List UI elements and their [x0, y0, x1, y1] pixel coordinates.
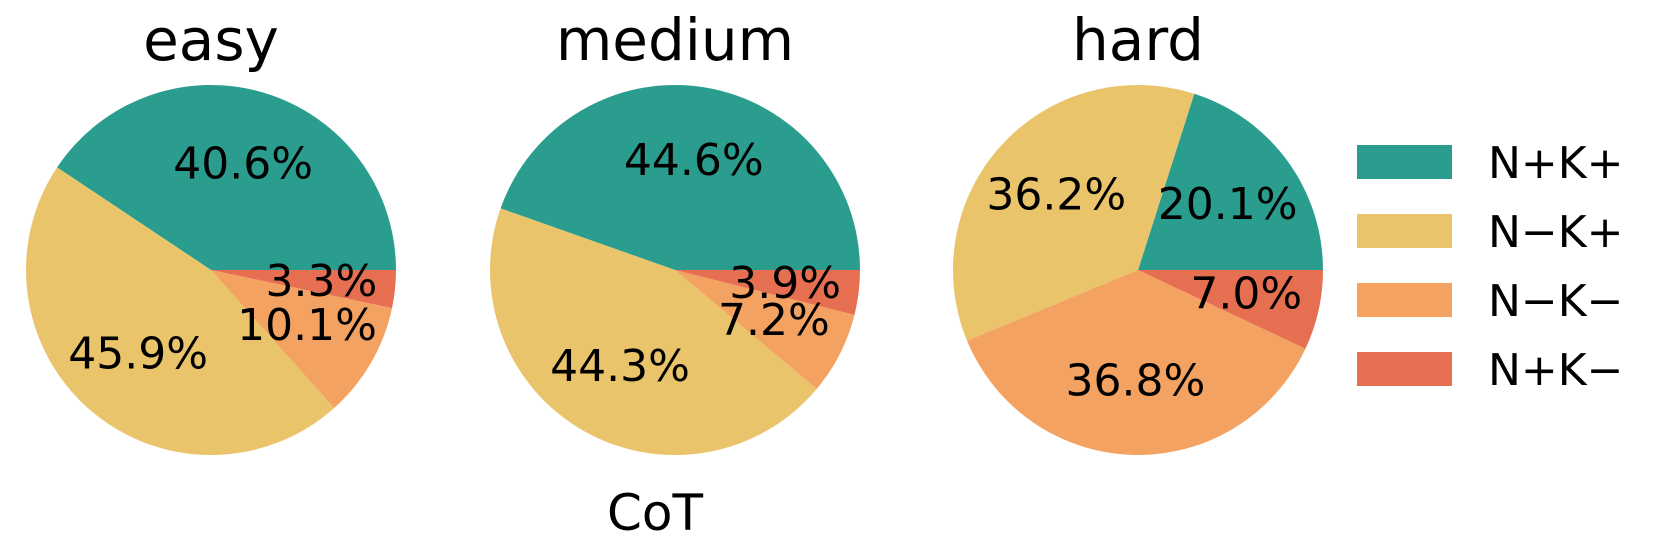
pie-slices-hard: [953, 85, 1323, 456]
legend-swatch-n-minus-k-minus: [1357, 283, 1452, 317]
legend-swatch-n-minus-k-plus: [1357, 214, 1452, 248]
pie-labels-medium: 44.6% 44.3% 7.2%3.9%: [550, 135, 841, 392]
pie-slice-easy-nplusk: [57, 85, 397, 270]
pie-label-hard-7.0: 7.0%: [1190, 269, 1302, 320]
legend-label-n-minus-k-minus: N−K−: [1488, 276, 1624, 327]
pie-label-medium-7.2: 7.2%: [718, 295, 830, 346]
pie-label-easy-3.3: 3.3%: [266, 256, 378, 307]
pie-chart-hard: hard 20.1% 36.2% 36.8% 7.0%: [953, 6, 1323, 456]
legend-swatch-n-plus-k-minus: [1357, 352, 1452, 386]
legend-swatch-n-plus-k-plus: [1357, 145, 1452, 179]
legend-item-n-plus-k-minus: N+K−: [1357, 345, 1624, 396]
pie-slice-hard-npluskminus: [1138, 270, 1323, 349]
pie-slice-medium-npluskminus: [675, 270, 860, 315]
legend: N+K+ N−K+ N−K− N+K−: [1357, 138, 1624, 396]
pie-slice-medium-nminuskplus: [490, 208, 817, 455]
pie-slice-easy-nminuskplus: [26, 167, 335, 456]
pie-slices-easy: [26, 85, 397, 456]
legend-item-n-plus-k-plus: N+K+: [1357, 138, 1624, 189]
pie-title-hard: hard: [1072, 6, 1204, 74]
pie-labels-easy: 40.6% 45.9% 10.1%3.3%: [68, 138, 377, 379]
pie-slice-medium-nminusk: [675, 270, 855, 389]
pie-title-easy: easy: [143, 6, 279, 74]
pie-label-easy-10.1: 10.1%: [237, 300, 377, 351]
pie-label-medium-3.9: 3.9%: [729, 258, 841, 309]
pie-slice-hard-nplusk: [1138, 93, 1323, 271]
legend-label-n-plus-k-plus: N+K+: [1488, 138, 1624, 189]
pie-labels-hard: 20.1% 36.2% 36.8% 7.0%: [986, 169, 1302, 406]
pie-label-hard-36.2: 36.2%: [986, 169, 1126, 220]
pie-chart-easy: easy 40.6% 45.9% 10.1%3.3%: [26, 6, 397, 456]
pie-slice-medium-nplusk: [500, 85, 860, 270]
pie-slice-hard-nminuskplus: [953, 85, 1195, 341]
legend-item-n-minus-k-plus: N−K+: [1357, 207, 1624, 258]
figure-xlabel: CoT: [607, 484, 704, 542]
pie-slice-easy-npluskminus: [211, 270, 396, 309]
legend-item-n-minus-k-minus: N−K−: [1357, 276, 1624, 327]
pie-label-easy-45.9: 45.9%: [68, 328, 208, 379]
pie-label-easy-40.6: 40.6%: [173, 138, 313, 189]
pie-label-medium-44.3: 44.3%: [550, 341, 690, 392]
pie-label-hard-36.8: 36.8%: [1065, 355, 1205, 406]
pie-chart-medium: medium 44.6% 44.3% 7.2%3.9%: [490, 6, 860, 455]
pie-label-medium-44.6: 44.6%: [624, 135, 764, 186]
pie-label-hard-20.1: 20.1%: [1158, 179, 1298, 230]
pie-slices-medium: [490, 85, 860, 455]
pie-slice-hard-nminusk: [967, 270, 1306, 456]
legend-label-n-plus-k-minus: N+K−: [1488, 345, 1624, 396]
pie-title-medium: medium: [556, 6, 794, 74]
pie-slice-easy-nminusk: [211, 270, 393, 409]
legend-label-n-minus-k-plus: N−K+: [1488, 207, 1624, 258]
